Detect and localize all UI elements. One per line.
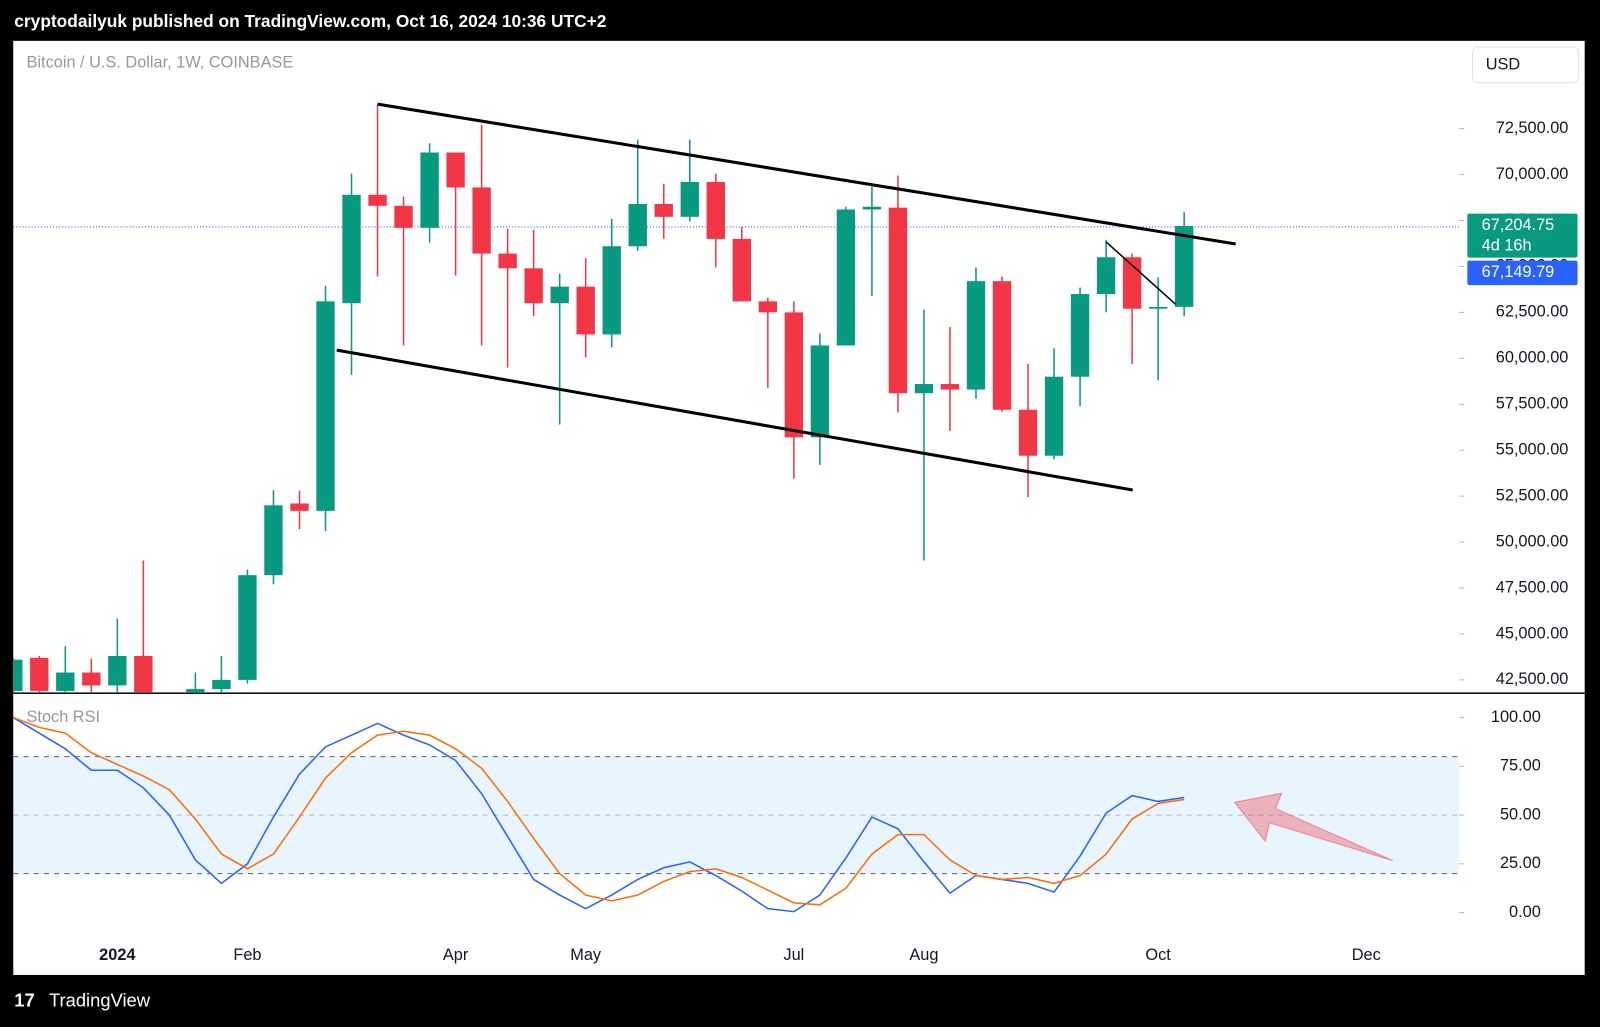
candle-body [264, 505, 283, 576]
trendline [1105, 241, 1177, 305]
candle-body [186, 689, 205, 693]
candle-body [576, 286, 595, 335]
candle-body [706, 181, 725, 239]
candle-body [13, 659, 23, 691]
y-tick-label: 0.00 [1509, 903, 1541, 921]
candle-body [992, 281, 1012, 410]
currency[interactable]: USD [1486, 56, 1521, 74]
x-tick-label: Jul [783, 946, 804, 964]
y-tick-label: 45,000.00 [1496, 624, 1569, 642]
y-tick-label: 62,500.00 [1496, 303, 1569, 321]
y-tick-label: 55,000.00 [1496, 441, 1569, 459]
candle-body [550, 286, 569, 304]
candle-body [108, 656, 127, 686]
trendline [336, 348, 1133, 492]
x-tick-label: 2024 [99, 946, 135, 964]
candle-body [82, 672, 101, 686]
candle-body [394, 205, 413, 228]
candle-body [966, 281, 986, 390]
candle-body [290, 503, 309, 511]
drawings [336, 102, 1236, 492]
y-tick-label: 70,000.00 [1496, 165, 1569, 183]
price-plot [13, 104, 1460, 693]
candle-body [784, 312, 804, 438]
stoch-panel [12, 716, 1460, 913]
symbol-title: Bitcoin / U.S. Dollar, 1W, COINBASE [27, 54, 294, 72]
candle-body [1174, 225, 1194, 307]
candle-body [212, 679, 231, 690]
logo-mark: 17 [14, 989, 34, 1010]
candle-body [1070, 294, 1090, 377]
candle-body [420, 152, 439, 228]
candle-body [680, 181, 699, 217]
x-tick-label: Feb [233, 946, 261, 964]
candle-body [810, 345, 830, 438]
candle-body [498, 253, 517, 269]
y-tick-label: 100.00 [1491, 708, 1541, 726]
candle-body [342, 194, 361, 304]
candle-body [56, 672, 75, 691]
x-tick-label: Apr [443, 946, 469, 964]
header-text: cryptodailyuk published on TradingView.c… [14, 11, 606, 31]
candle-body [446, 152, 465, 188]
y-tick-label: 47,500.00 [1496, 578, 1569, 596]
y-tick-label: 60,000.00 [1496, 349, 1569, 367]
candle-body [758, 301, 778, 313]
x-tick-label: May [570, 946, 602, 964]
candle-body [524, 268, 543, 304]
stoch-line [12, 716, 1185, 906]
candle-body [914, 384, 934, 394]
candle-body [654, 203, 673, 217]
candle-body [888, 207, 908, 394]
price-line-box [1467, 260, 1578, 286]
y-tick-label: 72,500.00 [1496, 119, 1569, 137]
y-tick-label: 42,500.00 [1496, 670, 1569, 688]
candle-body [628, 203, 647, 247]
candle-body [30, 657, 49, 691]
price-line-label: 67,149.79 [1482, 263, 1555, 281]
y-tick-label: 50.00 [1500, 805, 1541, 823]
y-tick-label: 25.00 [1500, 854, 1541, 872]
candle-body [316, 301, 335, 511]
y-tick-label: 75.00 [1500, 757, 1541, 775]
candle-body [1096, 257, 1116, 295]
candle-body [602, 246, 621, 335]
arrow-annotation [1233, 792, 1394, 862]
last-price-box [1467, 213, 1578, 258]
y-tick-label: 52,500.00 [1496, 486, 1569, 504]
x-tick-label: Oct [1145, 946, 1171, 964]
y-tick-label: 57,500.00 [1496, 395, 1569, 413]
candle-body [1044, 376, 1064, 456]
currency-box[interactable] [1471, 46, 1580, 84]
candle-body [238, 575, 257, 680]
indicator-title: Stoch RSI [27, 708, 100, 726]
brand: TradingView [49, 989, 151, 1010]
countdown: 4d 16h [1482, 237, 1532, 255]
last-price-label: 67,204.75 [1482, 216, 1555, 234]
x-tick-label: Aug [909, 946, 938, 964]
candle-body [368, 194, 387, 206]
x-tick-label: Dec [1352, 946, 1381, 964]
candle-body [732, 238, 752, 302]
trendline [377, 102, 1236, 246]
candle-body [836, 209, 856, 346]
y-tick-label: 50,000.00 [1496, 532, 1569, 550]
candle-body [862, 206, 882, 210]
candle-body [940, 384, 960, 390]
candle-body [1018, 409, 1038, 456]
candle-body [472, 187, 491, 254]
candle-body [134, 656, 153, 693]
candle-body [1148, 306, 1168, 309]
